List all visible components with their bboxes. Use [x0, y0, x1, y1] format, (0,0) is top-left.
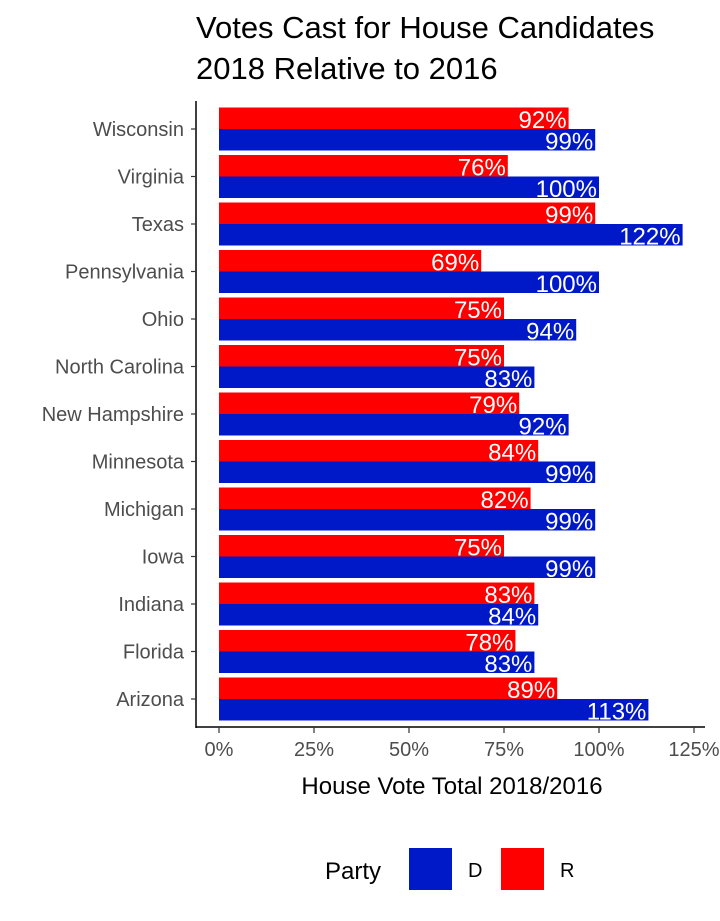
- data-label-d-pennsylvania: 100%: [536, 271, 597, 298]
- x-tick-label: 75%: [484, 739, 524, 761]
- bar-r-virginia: [219, 155, 508, 177]
- bar-d-north-carolina: [219, 366, 535, 388]
- bar-d-florida: [219, 651, 535, 673]
- data-label-d-florida: 83%: [484, 651, 532, 678]
- bar-r-north-carolina: [219, 345, 504, 367]
- y-category-label: North Carolina: [55, 357, 185, 379]
- x-tick-label: 25%: [294, 739, 334, 761]
- data-label-d-iowa: 99%: [545, 556, 593, 583]
- bar-d-virginia: [219, 176, 599, 198]
- legend-title: Party: [325, 858, 381, 885]
- legend-label-r: R: [560, 860, 574, 882]
- bar-d-ohio: [219, 319, 577, 341]
- x-tick-label: 50%: [389, 739, 429, 761]
- chart-title-line-1: Votes Cast for House Candidates: [196, 10, 654, 45]
- y-category-label: Pennsylvania: [65, 262, 185, 284]
- bar-d-iowa: [219, 556, 596, 578]
- bar-r-texas: [219, 202, 596, 224]
- legend-swatch-r: [501, 848, 544, 890]
- bar-d-minnesota: [219, 461, 596, 483]
- data-label-d-michigan: 99%: [545, 509, 593, 536]
- y-category-label: New Hampshire: [42, 404, 184, 426]
- data-label-d-texas: 122%: [619, 224, 680, 251]
- x-tick-label: 0%: [205, 739, 234, 761]
- y-category-label: Arizona: [116, 689, 185, 711]
- y-category-label: Virginia: [118, 167, 185, 189]
- y-category-label: Wisconsin: [93, 119, 184, 141]
- legend-label-d: D: [468, 860, 482, 882]
- bar-r-new-hampshire: [219, 392, 520, 414]
- bar-r-iowa: [219, 535, 504, 557]
- data-label-d-arizona: 113%: [587, 699, 647, 726]
- bar-d-wisconsin: [219, 129, 596, 151]
- x-tick-label: 125%: [668, 739, 719, 761]
- chart-title-line-2: 2018 Relative to 2016: [196, 51, 498, 86]
- y-category-label: Texas: [132, 214, 184, 236]
- data-label-d-virginia: 100%: [536, 176, 597, 203]
- bar-d-new-hampshire: [219, 414, 569, 436]
- bar-r-pennsylvania: [219, 250, 482, 272]
- y-category-label: Minnesota: [92, 452, 185, 474]
- bar-d-indiana: [219, 604, 539, 626]
- data-label-d-new-hampshire: 92%: [519, 414, 567, 441]
- bar-r-indiana: [219, 582, 535, 604]
- y-category-label: Michigan: [104, 499, 184, 521]
- y-category-label: Florida: [123, 642, 185, 664]
- bar-r-minnesota: [219, 440, 539, 462]
- bar-r-florida: [219, 630, 516, 652]
- y-category-label: Iowa: [142, 547, 185, 569]
- y-axis-categories: Wisconsin Virginia Texas Pennsylvania Ohio No…: [42, 119, 196, 711]
- bar-d-arizona: [219, 699, 649, 721]
- bar-r-wisconsin: [219, 107, 569, 129]
- bar-r-ohio: [219, 297, 504, 319]
- bar-r-michigan: [219, 487, 531, 509]
- x-tick-label: 100%: [573, 739, 624, 761]
- y-category-label: Indiana: [118, 594, 184, 616]
- data-label-d-wisconsin: 99%: [545, 129, 593, 156]
- x-axis-title: House Vote Total 2018/2016: [301, 773, 602, 800]
- plot-area: 92%99%76%100%99%122%69%100%75%94%75%83%7…: [219, 107, 683, 726]
- y-category-label: Ohio: [142, 309, 184, 331]
- data-label-d-north-carolina: 83%: [484, 366, 532, 393]
- data-label-d-indiana: 84%: [488, 604, 536, 631]
- bar-d-pennsylvania: [219, 271, 599, 293]
- data-label-d-ohio: 94%: [526, 319, 574, 346]
- bar-d-texas: [219, 224, 683, 246]
- legend-swatch-d: [409, 848, 452, 890]
- x-axis-ticks: 0% 25% 50% 75% 100% 125%: [205, 727, 720, 761]
- data-label-d-minnesota: 99%: [545, 461, 593, 488]
- bar-d-michigan: [219, 509, 596, 531]
- bar-r-arizona: [219, 677, 558, 699]
